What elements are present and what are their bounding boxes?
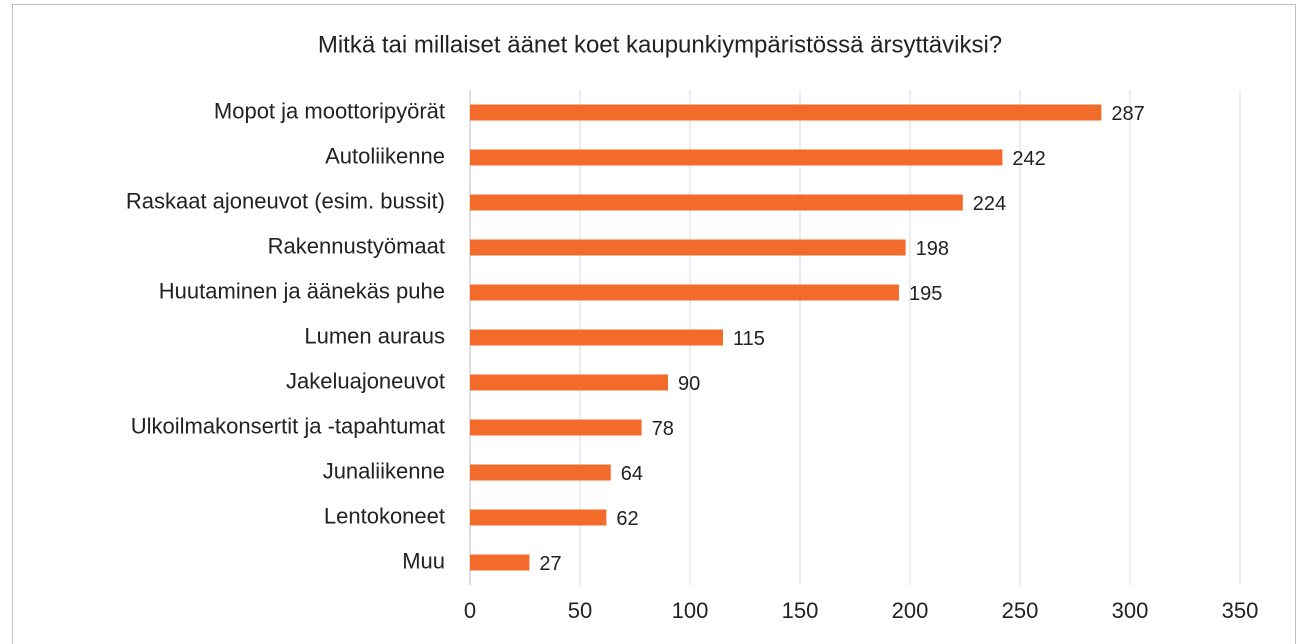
x-tick-label: 200 [892,598,929,623]
bar [470,374,668,391]
y-tick-label: Autoliikenne [325,143,445,168]
data-label: 27 [539,553,561,575]
y-tick-label: Raskaat ajoneuvot (esim. bussit) [126,188,445,213]
bar [470,419,642,436]
data-label: 224 [973,193,1006,215]
x-tick-label: 100 [672,598,709,623]
bar [470,194,963,211]
bar [470,239,906,256]
data-label: 195 [909,283,942,305]
x-tick-label: 0 [464,598,476,623]
bar [470,554,530,571]
bar [470,284,899,301]
y-tick-label: Ulkoilmakonsertit ja -tapahtumat [131,413,445,438]
chart-border [12,4,1296,644]
y-tick-label: Lumen auraus [304,323,445,348]
x-tick-label: 300 [1112,598,1149,623]
data-label: 90 [678,373,700,395]
bar [470,329,723,346]
y-tick-label: Huutaminen ja äänekäs puhe [159,278,445,303]
y-tick-label: Lentokoneet [324,503,445,528]
x-tick-label: 150 [782,598,819,623]
data-label: 62 [616,508,638,530]
x-tick-label: 250 [1002,598,1039,623]
data-label: 287 [1111,103,1144,125]
y-tick-label: Jakeluajoneuvot [286,368,445,393]
y-tick-label: Rakennustyömaat [268,233,445,258]
chart-title: Mitkä tai millaiset äänet koet kaupunkiy… [318,31,1002,58]
bar [470,149,1003,166]
y-tick-label: Junaliikenne [323,458,445,483]
data-label: 78 [652,418,674,440]
x-tick-label: 350 [1222,598,1259,623]
bar [470,464,611,481]
data-label: 242 [1012,148,1045,170]
bar [470,509,607,526]
y-tick-label: Mopot ja moottoripyörät [214,98,445,123]
bar [470,104,1102,121]
y-tick-label: Muu [402,548,445,573]
data-label: 64 [621,463,643,485]
data-label: 115 [733,328,765,350]
x-tick-label: 50 [568,598,592,623]
data-label: 198 [916,238,949,260]
